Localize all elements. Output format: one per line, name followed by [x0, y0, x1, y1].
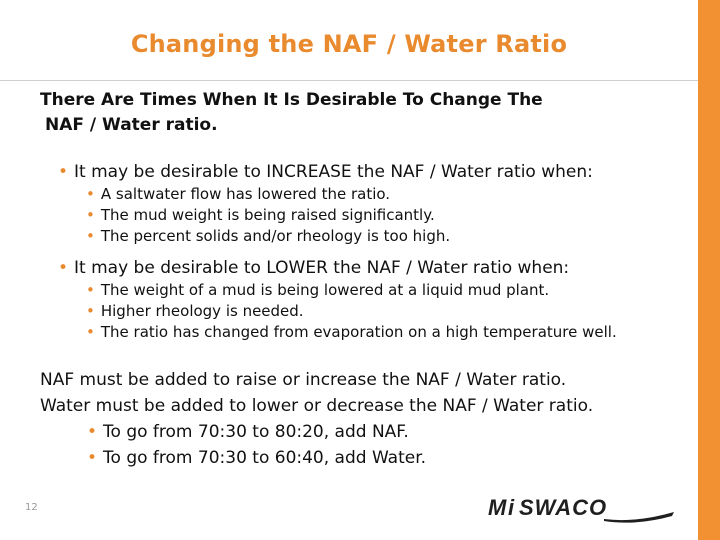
- intro-text: There Are Times When It Is Desirable To …: [40, 88, 640, 138]
- list-item: • The mud weight is being raised signific…: [86, 206, 435, 224]
- bullet-icon: •: [58, 162, 69, 182]
- svg-text:M: M: [488, 495, 507, 520]
- bullet-icon: •: [86, 206, 95, 224]
- mi-swaco-logo: M i SWACO: [488, 495, 674, 523]
- list-item: • The ratio has changed from evaporation …: [86, 323, 617, 341]
- increase-group: • It may be desirable to INCREASE the NAF…: [58, 160, 688, 247]
- right-accent-bar: [698, 0, 720, 540]
- svg-text:SWACO: SWACO: [519, 495, 607, 520]
- list-item: • The percent solids and/or rheology is t…: [86, 227, 451, 245]
- closing-line-1: NAF must be added to raise or increase t…: [40, 370, 567, 390]
- closing-line-2: Water must be added to lower or decrease…: [40, 396, 594, 416]
- lower-group: • It may be desirable to LOWER the NAF / …: [58, 256, 688, 343]
- title-divider: [0, 80, 698, 81]
- intro-line-1: There Are Times When It Is Desirable To …: [40, 90, 543, 110]
- intro-line-2: NAF / Water ratio.: [45, 115, 218, 135]
- svg-text:i: i: [508, 495, 515, 520]
- bullet-icon: •: [86, 281, 95, 299]
- bullet-icon: •: [87, 448, 98, 468]
- bullet-icon: •: [86, 302, 95, 320]
- bullet-icon: •: [86, 185, 95, 203]
- bullet-icon: •: [87, 422, 98, 442]
- increase-heading: • It may be desirable to INCREASE the NAF…: [58, 162, 593, 182]
- bullet-icon: •: [58, 258, 69, 278]
- bullet-icon: •: [86, 323, 95, 341]
- closing-text: NAF must be added to raise or increase t…: [40, 367, 690, 471]
- list-item: • The weight of a mud is being lowered at…: [86, 281, 550, 299]
- list-item: • A saltwater flow has lowered the ratio.: [86, 185, 391, 203]
- slide-title: Changing the NAF / Water Ratio: [130, 30, 568, 58]
- bullet-icon: •: [86, 227, 95, 245]
- page-number: 12: [25, 502, 38, 513]
- list-item: • To go from 70:30 to 60:40, add Water.: [87, 448, 427, 468]
- lower-heading: • It may be desirable to LOWER the NAF / …: [58, 258, 570, 278]
- list-item: • Higher rheology is needed.: [86, 302, 304, 320]
- list-item: • To go from 70:30 to 80:20, add NAF.: [87, 422, 409, 442]
